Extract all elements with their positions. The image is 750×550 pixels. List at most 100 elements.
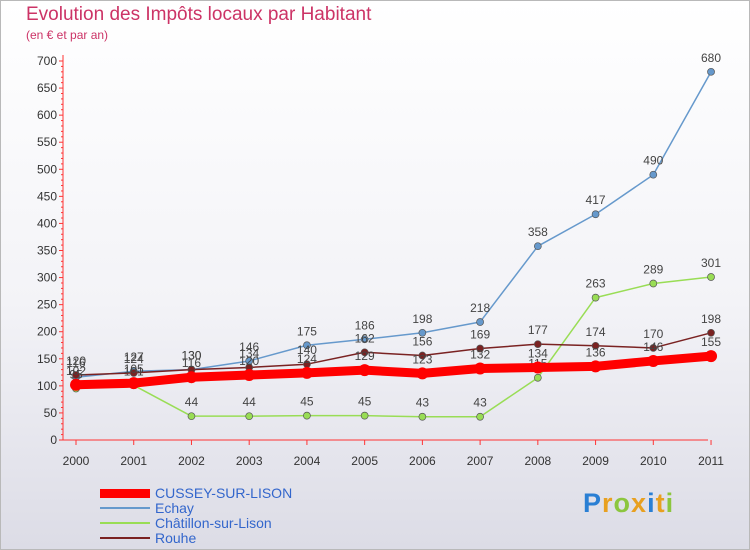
data-point [707, 328, 715, 337]
legend-swatch [100, 488, 150, 498]
data-point [533, 373, 542, 382]
data-point [127, 377, 140, 390]
data-label: 417 [586, 193, 606, 207]
data-point [303, 411, 311, 420]
data-label: 170 [643, 327, 663, 341]
series-echay: 116 127 130 146 175 186 198 218 358 417 490 680 [66, 51, 721, 382]
data-label: 169 [470, 327, 490, 341]
legend-swatch [100, 522, 150, 524]
x-tick-label: 2004 [294, 454, 321, 468]
data-point [185, 371, 198, 384]
x-tick-label: 2000 [63, 454, 90, 468]
data-label: 156 [412, 335, 432, 349]
logo-letter: x [631, 488, 648, 518]
data-point [474, 362, 487, 375]
data-point [418, 412, 427, 421]
series-line [75, 332, 712, 376]
y-tick-label: 500 [37, 162, 57, 176]
data-label: 186 [355, 318, 375, 332]
data-label: 174 [586, 325, 606, 339]
data-point [358, 364, 371, 377]
data-label: 44 [243, 395, 257, 409]
data-point [589, 360, 602, 373]
data-point [531, 361, 544, 374]
data-point [245, 412, 254, 421]
data-label: 198 [412, 312, 432, 326]
data-point [243, 369, 256, 382]
data-label: 146 [643, 340, 663, 354]
data-point [72, 371, 80, 379]
data-point [70, 378, 82, 391]
data-point [360, 335, 369, 344]
series-line [75, 71, 712, 378]
data-label: 43 [416, 396, 430, 410]
y-tick-label: 350 [37, 244, 57, 258]
data-label: 134 [528, 346, 548, 360]
data-point [416, 367, 429, 380]
data-label: 45 [300, 395, 314, 409]
chart-title: Evolution des Impôts locaux par Habitant [26, 4, 372, 25]
data-point [129, 369, 138, 377]
y-tick-label: 650 [37, 81, 57, 95]
y-tick-label: 550 [37, 135, 57, 149]
data-point [647, 354, 660, 367]
y-tick-label: 250 [37, 298, 57, 312]
data-label: 44 [185, 395, 199, 409]
data-point [533, 242, 542, 251]
logo-letter: P [583, 488, 603, 518]
series-cussey-sur-lison: 102 105 116 120 124 129 123 132 134 136 146 155 [66, 335, 721, 391]
y-tick-label: 400 [37, 216, 57, 230]
logo-letter: r [602, 488, 614, 518]
data-label: 116 [182, 356, 201, 370]
proxiti-logo: Proxiti [583, 488, 674, 519]
data-label: 358 [528, 225, 548, 239]
data-label: 289 [643, 263, 663, 277]
x-tick-label: 2008 [524, 454, 551, 468]
data-point [476, 318, 484, 326]
legend-label: Rouhe [155, 530, 197, 546]
data-label: 102 [66, 364, 86, 378]
data-label: 43 [473, 396, 487, 410]
x-tick-label: 2003 [236, 454, 263, 468]
data-point [533, 340, 542, 349]
data-label: 116 [66, 356, 85, 370]
y-tick-label: 300 [37, 271, 57, 285]
y-tick-label: 100 [37, 379, 57, 393]
data-label: 177 [528, 323, 548, 337]
x-tick-label: 2002 [178, 454, 205, 468]
data-label: 132 [470, 348, 490, 362]
x-tick-label: 2005 [351, 454, 378, 468]
x-tick-label: 2001 [120, 454, 147, 468]
data-label: 130 [181, 349, 201, 363]
data-label: 218 [470, 301, 490, 315]
data-point [591, 210, 600, 219]
data-label: 123 [412, 352, 432, 366]
data-point [649, 279, 658, 288]
series-rouhe: 120 124 130 134 140 162 156 169 177 174 170 198 [66, 312, 721, 379]
legend-label: Châtillon-sur-Lison [155, 515, 272, 531]
logo-letter: t [655, 488, 666, 518]
data-point [649, 170, 658, 179]
data-point [187, 412, 196, 421]
series-line [71, 351, 716, 390]
legend-swatch [100, 537, 150, 539]
data-label: 198 [701, 312, 721, 326]
legend-label: Echay [155, 500, 194, 516]
data-point [476, 344, 484, 353]
x-tick-label: 2006 [409, 454, 436, 468]
series-line [75, 276, 712, 418]
data-label: 680 [701, 51, 721, 65]
data-point [649, 344, 658, 352]
logo-letter: o [613, 488, 632, 518]
data-label: 124 [297, 352, 317, 366]
x-tick-label: 2010 [640, 454, 667, 468]
data-label: 155 [701, 335, 721, 349]
data-point [705, 350, 718, 363]
data-point [360, 411, 369, 420]
data-point [418, 328, 427, 337]
data-point [418, 351, 427, 360]
data-point [707, 273, 715, 281]
legend-swatch [100, 507, 150, 509]
